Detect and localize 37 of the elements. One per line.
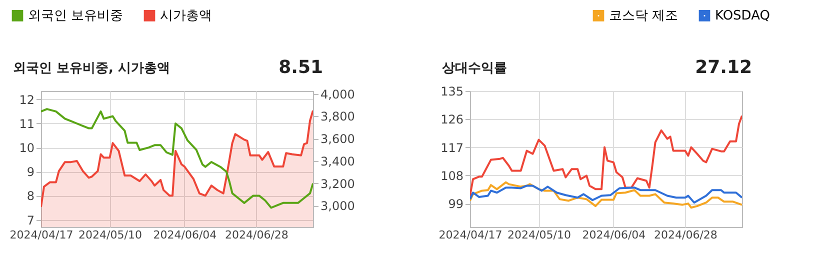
text: 8.51 — [278, 57, 323, 78]
x-tick-label: 2024/05/10 — [508, 228, 571, 242]
y-tick-label: 108 — [440, 168, 464, 183]
y-tick-label: 8 — [26, 189, 34, 204]
line-series — [470, 184, 742, 204]
x-tick-label: 2024/06/28 — [654, 228, 718, 242]
x-tick-label: 2024/05/10 — [78, 228, 142, 242]
text: 27.12 — [695, 57, 752, 78]
y-tick-label: 126 — [440, 112, 464, 127]
y2-tick-label: 3,200 — [320, 176, 355, 191]
y-tick-label: 7 — [26, 213, 34, 228]
legend-label: 시가총액 — [160, 8, 212, 24]
y-tick-label: 117 — [440, 140, 464, 155]
y2-tick-label: 3,600 — [320, 132, 355, 146]
y-tick-label: 12 — [19, 92, 34, 107]
y-tick-label: 10 — [19, 141, 34, 156]
line-series — [470, 114, 742, 197]
x-tick-label: 2024/06/04 — [153, 228, 217, 242]
legend-label: 코스닥 제조 — [609, 8, 678, 24]
y2-tick-label: 3,800 — [320, 110, 355, 124]
legend-label: 외국인 보유비중 — [28, 8, 124, 24]
y-tick-label: 11 — [19, 116, 34, 131]
y-tick-label: 99 — [448, 197, 464, 212]
chart-title: 상대수익률 — [442, 61, 507, 76]
x-tick-label: 2024/06/04 — [582, 228, 646, 242]
legend-label: KOSDAQ — [715, 8, 770, 24]
y2-tick-label: 3,400 — [320, 154, 355, 168]
y-tick-label: 135 — [440, 84, 464, 98]
chart-title: 외국인 보유비중, 시가총액 — [13, 61, 170, 76]
x-tick-label: 2024/04/17 — [438, 228, 502, 242]
y2-tick-label: 3,000 — [320, 199, 355, 214]
y2-tick-label: 4,000 — [320, 87, 355, 102]
x-tick-label: 2024/06/28 — [225, 228, 288, 242]
x-tick-label: 2024/04/17 — [10, 228, 74, 242]
y-tick-label: 9 — [26, 165, 34, 180]
line-series — [41, 108, 313, 209]
line-series — [470, 181, 742, 209]
